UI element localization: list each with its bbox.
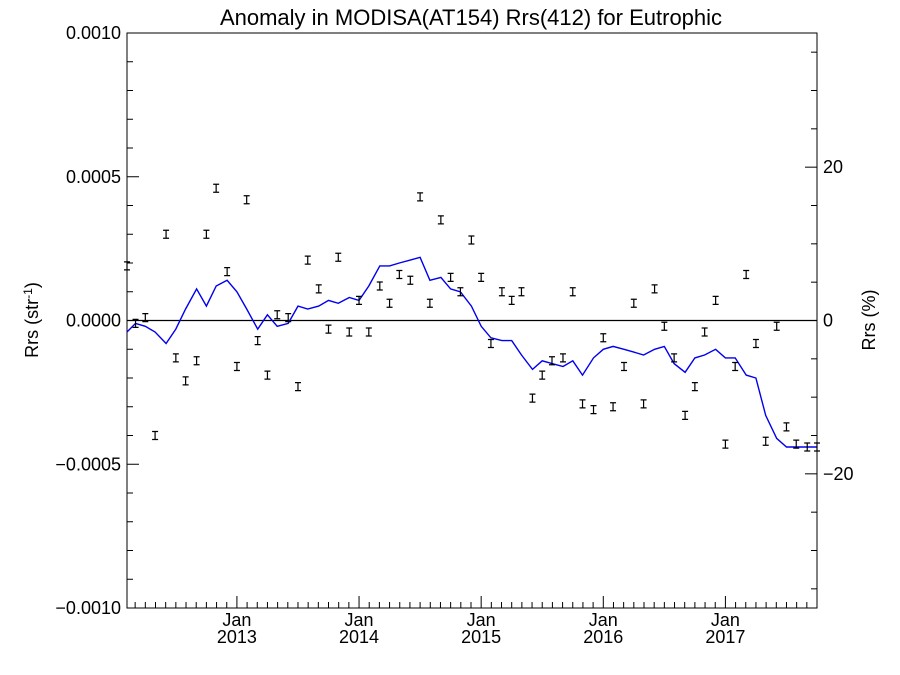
data-point xyxy=(559,353,566,363)
x-tick-month-label: Jan xyxy=(711,610,740,630)
x-tick-month-label: Jan xyxy=(222,610,251,630)
data-point xyxy=(233,361,240,372)
data-point xyxy=(124,261,130,271)
data-point xyxy=(437,215,444,225)
data-point xyxy=(579,399,586,409)
data-point xyxy=(356,295,363,305)
x-tick-year-label: 2016 xyxy=(583,627,623,647)
y-axis: 0.0010 0.0005 0.0000 −0.0005 −0.0010 xyxy=(55,23,139,618)
data-point xyxy=(487,338,494,349)
data-point xyxy=(304,255,311,265)
y-tick-label: 0.0010 xyxy=(66,23,121,43)
data-point xyxy=(569,287,576,297)
data-point xyxy=(468,235,475,245)
data-point xyxy=(548,356,555,366)
x-tick-month-label: Jan xyxy=(467,610,496,630)
data-point xyxy=(712,295,719,305)
data-point xyxy=(773,321,780,331)
data-point xyxy=(254,336,261,346)
y2-axis-label: Rrs (%) xyxy=(859,290,879,351)
data-point xyxy=(447,272,454,282)
data-point xyxy=(224,267,231,277)
x-tick-month-label: Jan xyxy=(345,610,374,630)
data-point xyxy=(203,229,210,239)
data-point xyxy=(518,287,525,297)
data-point xyxy=(346,327,353,337)
data-point xyxy=(426,298,433,308)
data-point xyxy=(396,269,403,280)
data-point xyxy=(498,287,505,297)
y2-tick-label: 0 xyxy=(823,311,833,331)
data-point xyxy=(804,442,811,452)
y-tick-label: 0.0005 xyxy=(66,167,121,187)
chart-title: Anomaly in MODISA(AT154) Rrs(412) for Eu… xyxy=(220,5,722,30)
data-point xyxy=(590,405,597,415)
y-axis-label: Rrs (str-1) xyxy=(21,282,42,358)
data-point xyxy=(335,252,342,262)
data-point xyxy=(600,333,607,343)
anomaly-series-line xyxy=(126,256,817,448)
y-tick-label: −0.0005 xyxy=(55,454,121,474)
data-point xyxy=(722,439,729,449)
data-point xyxy=(691,382,698,392)
data-point xyxy=(661,321,668,331)
y-tick-label: −0.0010 xyxy=(55,598,121,618)
data-point xyxy=(132,318,139,328)
y2-tick-label: 20 xyxy=(823,157,843,177)
x-tick-month-label: Jan xyxy=(589,610,618,630)
data-point xyxy=(793,439,800,449)
data-point xyxy=(630,298,637,308)
data-point xyxy=(376,281,383,291)
data-point xyxy=(386,298,393,308)
data-point xyxy=(529,393,536,403)
data-point xyxy=(294,382,301,392)
data-point xyxy=(274,310,281,320)
data-point xyxy=(417,192,424,202)
data-point xyxy=(610,402,617,412)
data-point xyxy=(651,284,658,294)
data-point xyxy=(243,195,250,205)
data-point xyxy=(285,313,292,323)
data-point xyxy=(365,327,372,337)
data-point xyxy=(682,410,689,420)
data-point xyxy=(182,376,189,386)
data-point xyxy=(752,338,759,349)
y2-tick-label: −20 xyxy=(823,464,854,484)
data-point xyxy=(152,430,159,441)
data-point xyxy=(814,442,820,452)
data-point xyxy=(325,324,332,334)
data-point xyxy=(213,183,220,193)
data-point xyxy=(762,436,769,446)
data-point xyxy=(671,353,678,363)
data-point xyxy=(172,353,179,363)
data-point xyxy=(732,361,739,372)
data-point xyxy=(407,275,414,285)
data-point xyxy=(457,287,464,297)
data-point xyxy=(163,229,170,239)
data-point xyxy=(743,269,750,280)
data-point xyxy=(478,272,485,282)
data-point xyxy=(193,356,200,366)
x-tick-year-label: 2014 xyxy=(339,627,379,647)
x-tick-year-label: 2013 xyxy=(217,627,257,647)
anomaly-points xyxy=(124,183,820,452)
data-point xyxy=(315,284,322,294)
y2-axis: 20 0 −20 xyxy=(805,51,854,590)
y-tick-label: 0.0000 xyxy=(66,311,121,331)
data-point xyxy=(539,370,546,380)
x-tick-year-label: 2015 xyxy=(461,627,501,647)
data-point xyxy=(142,313,149,323)
data-point xyxy=(701,327,708,337)
data-point xyxy=(508,295,515,305)
x-tick-year-label: 2017 xyxy=(705,627,745,647)
data-point xyxy=(640,399,647,409)
data-point xyxy=(264,370,271,380)
data-point xyxy=(621,361,628,372)
data-point xyxy=(783,422,790,432)
